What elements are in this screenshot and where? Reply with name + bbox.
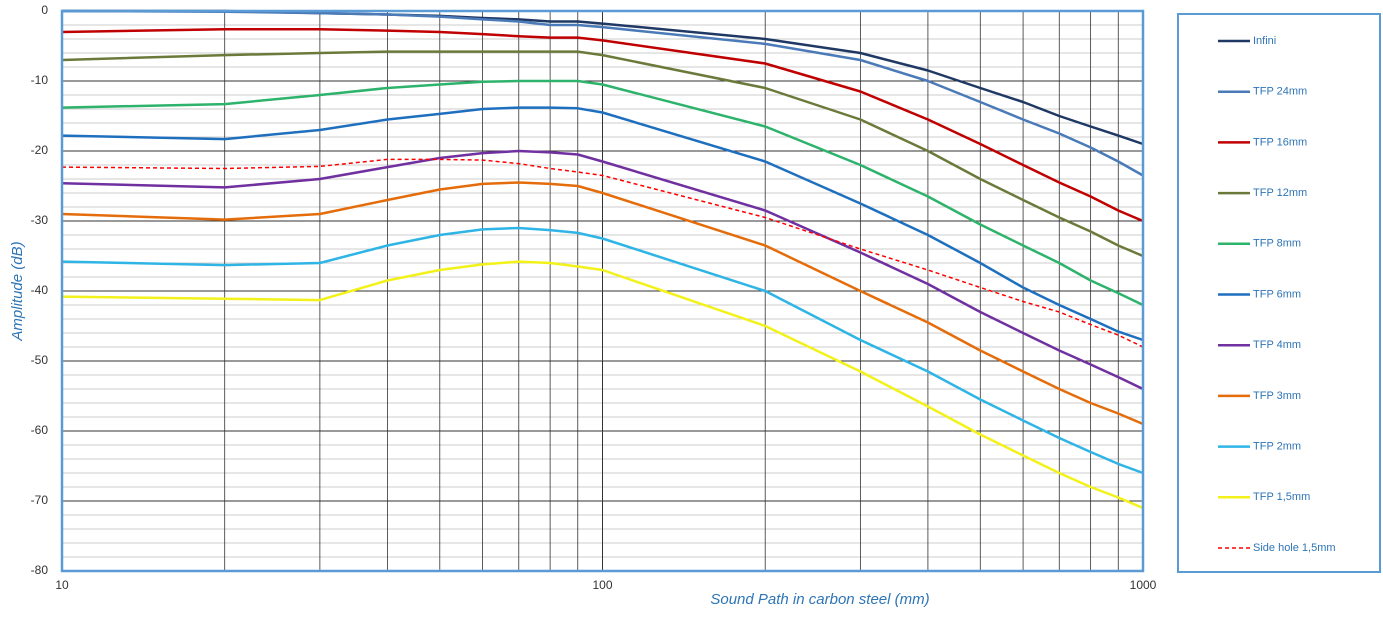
y-axis-title: Amplitude (dB): [9, 241, 26, 341]
series-line: [61, 260, 1144, 510]
y-tick-label: -20: [31, 143, 49, 157]
legend-label: TFP 6mm: [1253, 288, 1301, 300]
legend-label: TFP 3mm: [1253, 390, 1301, 402]
legend-label: TFP 1,5mm: [1253, 491, 1310, 503]
y-tick-label: -80: [31, 563, 49, 577]
y-tick-label: -70: [31, 493, 49, 507]
x-axis-title: Sound Path in carbon steel (mm): [710, 591, 929, 608]
series-line: [61, 50, 1144, 258]
y-tick-label: 0: [41, 3, 48, 17]
series-line: [61, 27, 1144, 223]
x-tick-label: 100: [592, 578, 612, 592]
series-line: [61, 149, 1144, 391]
legend: Infini TFP 24mm TFP 16mm TFP 12mm TFP 8mm TFP…: [1218, 35, 1336, 554]
y-tick-label: -60: [31, 423, 49, 437]
series-line: [61, 106, 1144, 342]
series-line: [61, 9, 1144, 177]
plot-frame: [60, 9, 1145, 573]
axes: 0 -10 -20 -30 -40 -50 -60 -70 -80 10 100 1000: [31, 3, 1157, 592]
y-tick-label: -50: [31, 353, 49, 367]
legend-box: [1177, 13, 1381, 573]
legend-label: TFP 8mm: [1253, 238, 1301, 250]
legend-label: TFP 4mm: [1253, 339, 1301, 351]
legend-label: TFP 2mm: [1253, 441, 1301, 453]
legend-label: TFP 12mm: [1253, 187, 1307, 199]
x-tick-label: 10: [55, 578, 69, 592]
y-tick-label: -10: [31, 73, 49, 87]
x-tick-label: 1000: [1130, 578, 1157, 592]
legend-label: TFP 16mm: [1253, 136, 1307, 148]
legend-label: TFP 24mm: [1253, 86, 1307, 98]
plot-lines: [61, 9, 1144, 510]
legend-label: Side hole 1,5mm: [1253, 542, 1336, 554]
series-line: [61, 181, 1144, 426]
series-line: [61, 226, 1144, 475]
series-line: [61, 79, 1144, 307]
series-line: [61, 158, 1144, 348]
y-tick-label: -40: [31, 283, 49, 297]
grid: [61, 10, 1144, 572]
y-tick-label: -30: [31, 213, 49, 227]
legend-label: Infini: [1253, 35, 1276, 47]
